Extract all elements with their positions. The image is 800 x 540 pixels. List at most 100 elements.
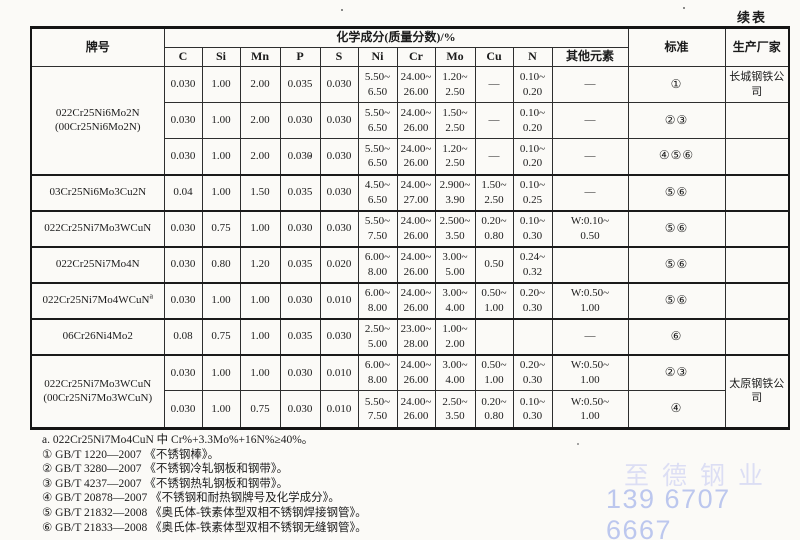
cell-value: 3.00~ 4.00 (434, 281, 476, 319)
cell-value: 1.20 (239, 245, 281, 283)
cell-value (474, 317, 514, 355)
table-row: 022Cr25Ni7Mo3WCuN 0.030 0.75 1.00 0.030 … (30, 209, 790, 247)
cell-manufacturer (724, 102, 790, 139)
cell-value: 6.00~ 8.00 (357, 281, 398, 319)
cell-manufacturer (724, 245, 790, 283)
cell-value: 0.035 (279, 317, 321, 355)
cell-value: 0.030 (163, 353, 203, 391)
cell-value: 1.50~ 2.50 (434, 102, 476, 139)
cell-value: 0.030 (319, 66, 359, 103)
cell-value: 5.50~ 7.50 (357, 390, 398, 429)
cell-value: 0.030 (279, 102, 321, 139)
cell-value: 0.035 (279, 173, 321, 211)
col-header-manufacturer: 生产厂家 (724, 27, 790, 67)
cell-value: W:0.10~ 0.50 (551, 209, 629, 247)
cell-value: 5.50~ 6.50 (357, 66, 398, 103)
cell-value: 0.010 (319, 390, 359, 429)
cell-standard: ① (627, 66, 726, 103)
cell-value: — (551, 173, 629, 211)
watermark-phone-number: 139 6707 6667 (606, 484, 731, 540)
cell-value: W:0.50~ 1.00 (551, 281, 629, 319)
grade-text: 022Cr25Ni7Mo4WCuN (42, 294, 150, 307)
cell-manufacturer (724, 281, 790, 319)
footnote: a. 022Cr25Ni7Mo4CuN 中 Cr%+3.3Mo%+16N%≥40… (42, 434, 314, 446)
cell-value: 1.00 (201, 353, 241, 391)
cell-value: 1.50~ 2.50 (474, 173, 514, 211)
footnote: ① GB/T 1220—2007 《不锈钢棒》。 (42, 448, 220, 461)
cell-value: 2.00 (239, 66, 281, 103)
cell-value: — (474, 102, 514, 139)
cell-value: W:0.50~ 1.00 (551, 390, 629, 429)
col-header-standard: 标准 (627, 27, 726, 67)
cell-value: 0.030 (279, 390, 321, 429)
cell-value: 1.20~ 2.50 (434, 138, 476, 175)
cell-grade: 06Cr26Ni4Mo2 (30, 317, 165, 355)
cell-manufacturer (724, 138, 790, 175)
table-row: 03Cr25Ni6Mo3Cu2N 0.04 1.00 1.50 0.035 0.… (30, 173, 790, 211)
cell-standard: ⑥ (627, 317, 726, 355)
cell-value: 2.50~ 5.00 (357, 317, 398, 355)
cell-value: 0.030 (279, 353, 321, 391)
cell-value (512, 317, 553, 355)
cell-value: 24.00~ 26.00 (396, 390, 436, 429)
footnote-marker: a (149, 291, 153, 301)
cell-value: 2.00 (239, 102, 281, 139)
table-row: 022Cr25Ni7Mo3WCuN (00Cr25Ni7Mo3WCuN) 0.0… (30, 353, 790, 429)
cell-standard: ④⑤⑥ (627, 138, 726, 175)
cell-value: — (474, 66, 514, 103)
scan-speck (341, 9, 343, 11)
col-header-element: P (279, 47, 321, 67)
cell-standard: ②③ (627, 102, 726, 139)
cell-value: 1.00 (239, 209, 281, 247)
scan-speck (683, 7, 685, 9)
cell-value: 0.50 (474, 245, 514, 283)
header-row-elements: C Si Mn P S Ni Cr Mo Cu N 其他元素 (31, 47, 789, 67)
cell-grade: 03Cr25Ni6Mo3Cu2N (30, 173, 165, 211)
cell-value: 2.900~ 3.90 (434, 173, 476, 211)
cell-value: 0.010 (319, 281, 359, 319)
cell-value: — (551, 138, 629, 175)
cell-grade: 022Cr25Ni6Mo2N (00Cr25Ni6Mo2N) (30, 66, 165, 175)
col-header-element: N (512, 47, 553, 67)
cell-value: 0.030 (163, 209, 203, 247)
cell-value: 3.00~ 4.00 (434, 353, 476, 391)
cell-value: 0.08 (163, 317, 203, 355)
scan-speck (577, 443, 579, 445)
cell-value: 0.030 (319, 173, 359, 211)
cell-value: 0.75 (201, 317, 241, 355)
footnote: ⑤ GB/T 21832—2008 《奥氏体-铁素体型双相不锈钢焊接钢管》。 (42, 506, 367, 519)
cell-value: 0.030 (279, 281, 321, 319)
cell-value: 24.00~ 26.00 (396, 66, 436, 103)
cell-value: — (551, 102, 629, 139)
cell-value: 24.00~ 26.00 (396, 138, 436, 175)
cell-value: 24.00~ 27.00 (396, 173, 436, 211)
footnotes-block: a. 022Cr25Ni7Mo4CuN 中 Cr%+3.3Mo%+16N%≥40… (42, 433, 367, 535)
cell-value: 24.00~ 26.00 (396, 102, 436, 139)
cell-manufacturer (724, 317, 790, 355)
cell-value: 0.20~ 0.30 (512, 353, 553, 391)
cell-value: 0.50~ 1.00 (474, 281, 514, 319)
cell-value: 24.00~ 26.00 (396, 281, 436, 319)
cell-value: 2.00 (239, 138, 281, 175)
cell-value: 24.00~ 26.00 (396, 209, 436, 247)
cell-value: 1.20~ 2.50 (434, 66, 476, 103)
cell-grade: 022Cr25Ni7Mo4WCuNa (30, 281, 165, 319)
col-header-element: Cr (396, 47, 436, 67)
footnote: ⑥ GB/T 21833—2008 《奥氏体-铁素体型双相不锈钢无缝钢管》。 (42, 521, 367, 534)
cell-value: 1.00 (201, 281, 241, 319)
cell-standard: ⑤⑥ (627, 245, 726, 283)
col-header-element: Si (201, 47, 241, 67)
col-header-element: Mn (239, 47, 281, 67)
cell-value: — (474, 138, 514, 175)
cell-value: 1.00 (201, 173, 241, 211)
scan-speck (309, 155, 311, 157)
cell-standard: ②③ (627, 353, 726, 391)
cell-manufacturer (724, 173, 790, 211)
cell-value: 0.80 (201, 245, 241, 283)
table-row: 06Cr26Ni4Mo2 0.08 0.75 1.00 0.035 0.030 … (30, 317, 790, 355)
cell-value: 1.00 (239, 353, 281, 391)
cell-value: 0.030 (163, 102, 203, 139)
cell-value: 0.20~ 0.80 (474, 390, 514, 429)
col-header-element: 其他元素 (551, 47, 629, 67)
cell-value: 0.030 (319, 209, 359, 247)
